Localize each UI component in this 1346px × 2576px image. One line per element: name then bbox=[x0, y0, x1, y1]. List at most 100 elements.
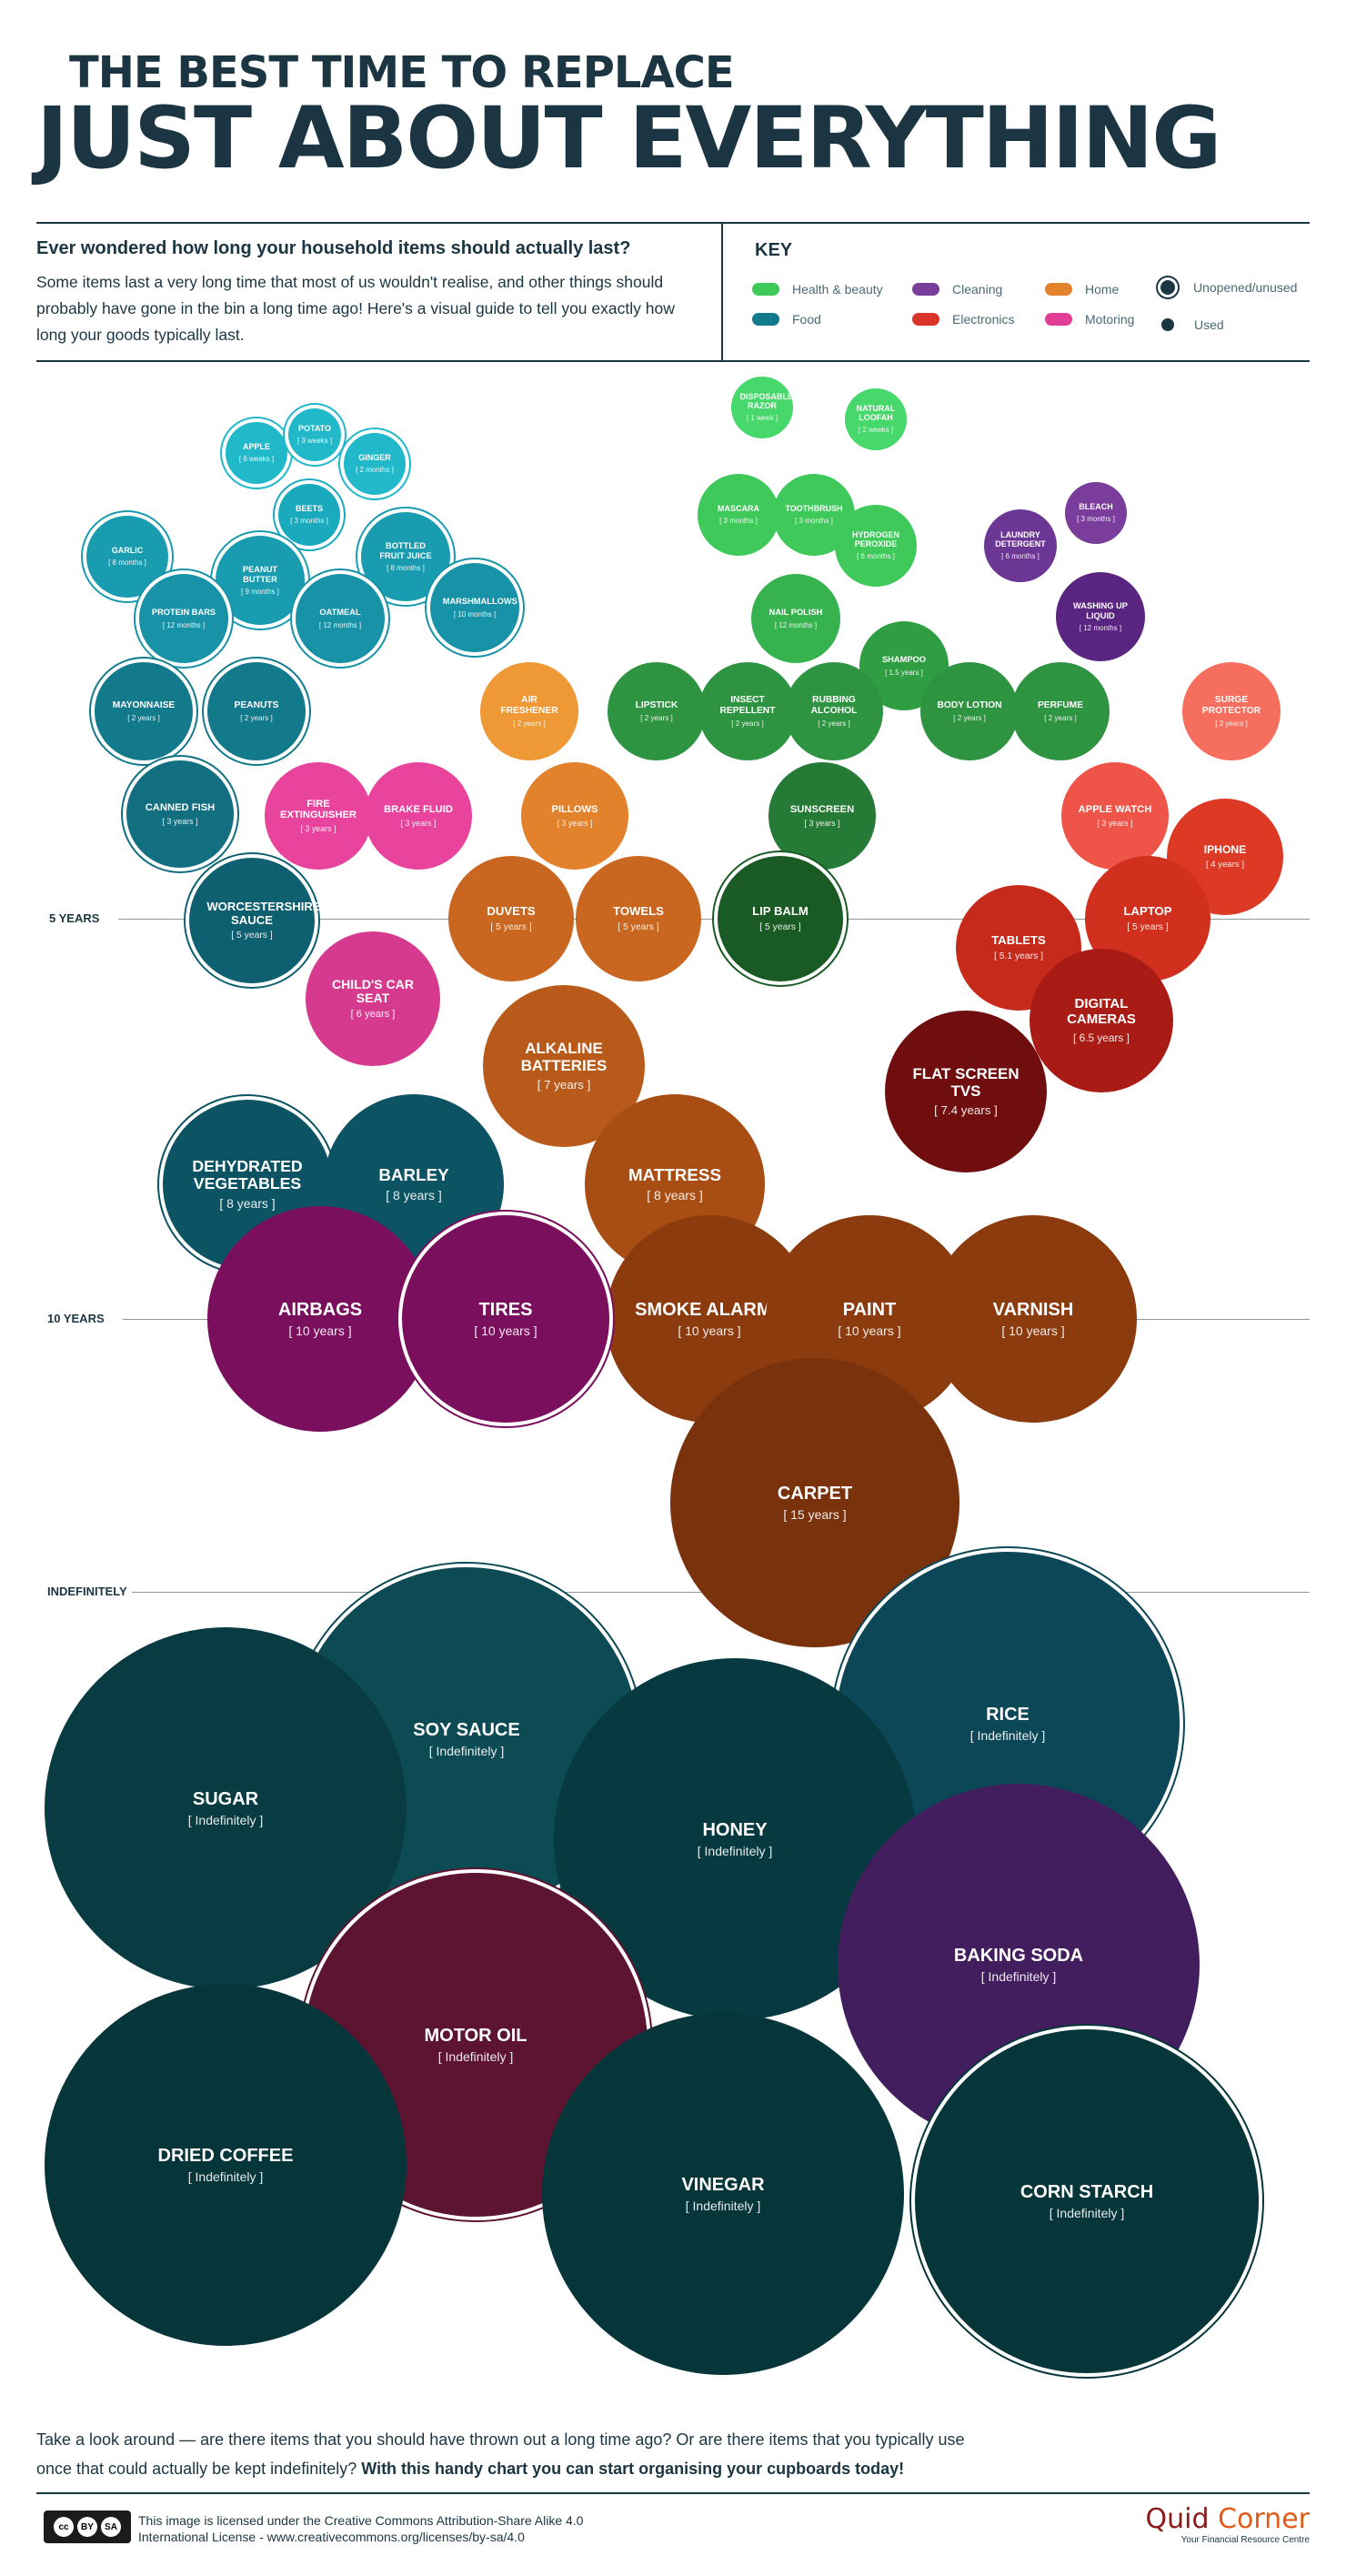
bubble-bleach: BLEACH [ 3 months ] bbox=[1065, 482, 1127, 544]
item-name: PEANUT BUTTER bbox=[242, 565, 278, 584]
item-duration: [ 3 years ] bbox=[162, 817, 198, 827]
item-name: WORCESTERSHIRE SAUCE bbox=[206, 900, 321, 927]
item-name: BAKING SODA bbox=[953, 1946, 1084, 1966]
item-name: PAINT bbox=[842, 1300, 897, 1320]
bubble-honey: HONEY [ Indefinitely ] bbox=[554, 1658, 916, 2020]
bubble-beets: BEETS [ 3 months ] bbox=[278, 484, 340, 546]
footer-text-regular: Take a look around — are there items tha… bbox=[36, 2430, 965, 2478]
swatch-electronics bbox=[912, 313, 939, 326]
item-duration: [ 2 weeks ] bbox=[858, 426, 894, 435]
intro-body: Some items last a very long time that mo… bbox=[36, 273, 675, 344]
item-duration: [ 3 weeks ] bbox=[296, 437, 333, 446]
brand-name-corner: Corner bbox=[1218, 2503, 1310, 2535]
item-name: PERFUME bbox=[1037, 699, 1084, 710]
key-label: Home bbox=[1085, 282, 1120, 297]
bubble-canned-fish: CANNED FISH [ 3 years ] bbox=[126, 760, 234, 868]
key-used: Used bbox=[1157, 317, 1224, 332]
brand-logo: Quid Corner Your Financial Resource Cent… bbox=[1146, 2503, 1310, 2545]
item-name: HONEY bbox=[702, 1820, 768, 1840]
item-name: SURGE PROTECTOR bbox=[1201, 695, 1261, 716]
bubble-soy-sauce: SOY SAUCE [ Indefinitely ] bbox=[295, 1567, 638, 1911]
item-name: GINGER bbox=[358, 452, 391, 462]
cc-license-badge: cc BY SA bbox=[44, 2511, 131, 2543]
bubble-vinegar: VINEGAR [ Indefinitely ] bbox=[542, 2013, 904, 2375]
item-name: SOY SAUCE bbox=[413, 1720, 520, 1740]
item-duration: [ Indefinitely ] bbox=[969, 1728, 1046, 1743]
divider-footer bbox=[36, 2492, 1310, 2494]
item-duration: [ 6 months ] bbox=[1001, 552, 1040, 561]
item-duration: [ 5 years ] bbox=[618, 921, 659, 932]
timeline-5-years-label: 5 YEARS bbox=[49, 911, 100, 925]
unopened-ring-icon bbox=[1160, 280, 1175, 295]
key-home: Home bbox=[1045, 282, 1119, 297]
item-name: INSECT REPELLENT bbox=[719, 695, 776, 716]
bubble-natural-loofah: NATURAL LOOFAH [ 2 weeks ] bbox=[845, 388, 907, 450]
item-name: VINEGAR bbox=[681, 2175, 765, 2195]
item-duration: [ 3 years ] bbox=[804, 819, 840, 829]
item-name: AIRBAGS bbox=[277, 1300, 363, 1320]
item-name: IPHONE bbox=[1203, 842, 1247, 856]
key-label: Electronics bbox=[952, 312, 1015, 327]
item-duration: [ 15 years ] bbox=[783, 1507, 847, 1522]
item-name: MOTOR OIL bbox=[424, 2026, 527, 2046]
item-name: VARNISH bbox=[992, 1300, 1074, 1320]
bubble-peanuts: PEANUTS [ 2 years ] bbox=[207, 662, 306, 760]
footer-text: Take a look around — are there items tha… bbox=[36, 2425, 1000, 2483]
timeline-10-years-line bbox=[123, 1319, 1310, 1320]
item-name: WASHING UP LIQUID bbox=[1073, 601, 1128, 620]
bubble-fire-extinguisher: FIRE EXTINGUISHER [ 3 years ] bbox=[265, 762, 372, 870]
item-duration: [ 3 months ] bbox=[795, 517, 833, 526]
item-duration: [ 2 years ] bbox=[818, 719, 850, 728]
item-duration: [ 10 years ] bbox=[1001, 1323, 1065, 1338]
bubble-apple: APPLE [ 6 weeks ] bbox=[226, 422, 287, 484]
item-name: APPLE WATCH bbox=[1078, 803, 1152, 815]
item-name: CHILD'S CAR SEAT bbox=[332, 976, 414, 1005]
item-name: MATTRESS bbox=[628, 1164, 721, 1184]
item-name: RICE bbox=[986, 1705, 1030, 1725]
item-name: TIRES bbox=[478, 1300, 533, 1320]
bubble-laundry-detergent: LAUNDRY DETERGENT [ 6 months ] bbox=[984, 509, 1057, 582]
item-name: TOWELS bbox=[613, 904, 664, 919]
item-name: PROTEIN BARS bbox=[151, 608, 216, 618]
item-name: HYDROGEN PEROXIDE bbox=[851, 529, 899, 548]
bubble-surge-protector: SURGE PROTECTOR [ 2 years ] bbox=[1182, 662, 1281, 760]
item-name: DEHYDRATED VEGETABLES bbox=[192, 1156, 303, 1192]
item-name: MASCARA bbox=[718, 503, 759, 513]
item-name: BEETS bbox=[295, 503, 323, 513]
key-label: Motoring bbox=[1085, 312, 1135, 327]
item-duration: [ 6 weeks ] bbox=[238, 455, 275, 464]
bubble-air-freshener: AIR FRESHENER [ 2 years ] bbox=[480, 662, 578, 760]
timeline-10-years-label: 10 YEARS bbox=[47, 1312, 105, 1325]
item-duration: [ 2 years ] bbox=[640, 714, 673, 723]
item-duration: [ 8 years ] bbox=[219, 1196, 276, 1212]
item-duration: [ 12 months ] bbox=[1079, 623, 1122, 632]
brand-name-quid: Quid bbox=[1145, 2503, 1210, 2535]
cc-sa-icon: SA bbox=[101, 2517, 121, 2537]
bubble-worcestershire-sauce: WORCESTERSHIRE SAUCE [ 5 years ] bbox=[189, 858, 321, 983]
bubble-baking-soda: BAKING SODA [ Indefinitely ] bbox=[838, 1784, 1200, 2146]
item-duration: [ 3 years ] bbox=[1097, 819, 1133, 829]
item-name: FIRE EXTINGUISHER bbox=[279, 798, 357, 820]
key-electronics: Electronics bbox=[912, 312, 1014, 327]
item-duration: [ 6.5 years ] bbox=[1073, 1031, 1130, 1044]
item-duration: [ Indefinitely ] bbox=[685, 2199, 761, 2213]
brand-name: Quid Corner bbox=[1146, 2503, 1310, 2535]
item-duration: [ 12 months ] bbox=[318, 620, 362, 629]
item-name: MAYONNAISE bbox=[112, 699, 176, 710]
bubble-corn-starch: CORN STARCH [ Indefinitely ] bbox=[915, 2029, 1259, 2373]
cc-logo-icon: cc bbox=[54, 2517, 74, 2537]
bubble-barley: BARLEY [ 8 years ] bbox=[324, 1094, 504, 1274]
divider-vertical bbox=[721, 222, 723, 360]
swatch-health-beauty bbox=[752, 283, 779, 296]
item-duration: [ Indefinitely ] bbox=[437, 2049, 514, 2064]
item-duration: [ 3 months ] bbox=[290, 517, 328, 526]
item-duration: [ 8 years ] bbox=[647, 1188, 703, 1203]
item-name: OATMEAL bbox=[319, 608, 361, 618]
bubble-mayonnaise: MAYONNAISE [ 2 years ] bbox=[95, 662, 193, 760]
license-text: This image is licensed under the Creativ… bbox=[138, 2513, 584, 2544]
item-duration: [ 2 years ] bbox=[1044, 714, 1077, 723]
item-duration: [ 5.1 years ] bbox=[993, 951, 1044, 961]
item-name: SHAMPOO bbox=[881, 655, 927, 665]
item-name: CORN STARCH bbox=[1020, 2182, 1154, 2202]
item-duration: [ 5 years ] bbox=[1127, 921, 1169, 932]
